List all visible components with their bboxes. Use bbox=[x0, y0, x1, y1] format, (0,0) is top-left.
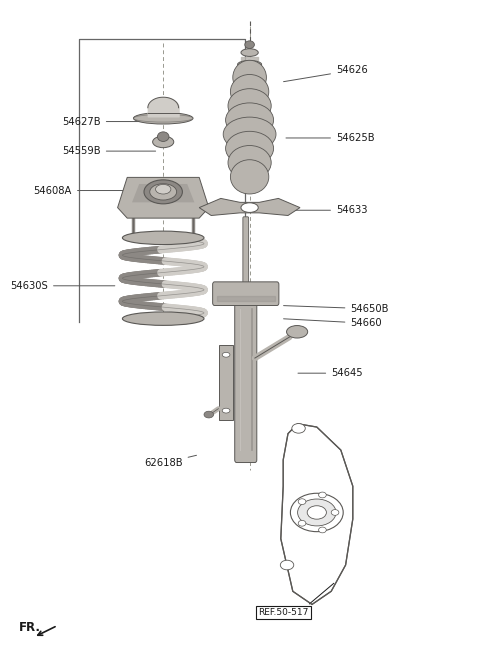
Ellipse shape bbox=[157, 132, 169, 141]
Text: 54630S: 54630S bbox=[10, 281, 115, 291]
Ellipse shape bbox=[292, 424, 305, 433]
Ellipse shape bbox=[204, 411, 214, 418]
Ellipse shape bbox=[122, 312, 204, 325]
Ellipse shape bbox=[238, 60, 262, 68]
Ellipse shape bbox=[298, 499, 306, 505]
Text: 54608A: 54608A bbox=[34, 185, 134, 196]
Text: 62618B: 62618B bbox=[144, 455, 196, 468]
Text: REF.50-517: REF.50-517 bbox=[258, 608, 308, 617]
Polygon shape bbox=[132, 184, 194, 202]
Text: 54626: 54626 bbox=[284, 65, 368, 81]
Ellipse shape bbox=[223, 117, 276, 151]
Text: FR.: FR. bbox=[19, 621, 41, 634]
Ellipse shape bbox=[233, 60, 266, 95]
Ellipse shape bbox=[234, 72, 265, 80]
Text: 54627B: 54627B bbox=[62, 116, 158, 127]
Polygon shape bbox=[219, 345, 233, 420]
Ellipse shape bbox=[298, 499, 336, 526]
Ellipse shape bbox=[133, 112, 193, 124]
Ellipse shape bbox=[280, 560, 294, 570]
FancyBboxPatch shape bbox=[235, 296, 257, 463]
Ellipse shape bbox=[222, 352, 230, 357]
Ellipse shape bbox=[144, 180, 182, 204]
Ellipse shape bbox=[331, 510, 339, 515]
Polygon shape bbox=[199, 198, 300, 215]
Ellipse shape bbox=[226, 131, 274, 166]
Text: 54660: 54660 bbox=[284, 318, 382, 328]
Ellipse shape bbox=[241, 49, 258, 57]
Ellipse shape bbox=[290, 493, 343, 532]
Ellipse shape bbox=[150, 184, 177, 200]
Text: 54645: 54645 bbox=[298, 368, 363, 378]
Ellipse shape bbox=[156, 185, 171, 194]
Ellipse shape bbox=[227, 145, 244, 152]
Ellipse shape bbox=[225, 130, 243, 139]
Polygon shape bbox=[281, 424, 353, 604]
Ellipse shape bbox=[122, 231, 204, 244]
Ellipse shape bbox=[133, 114, 193, 122]
Ellipse shape bbox=[229, 102, 244, 110]
Ellipse shape bbox=[307, 506, 326, 519]
Ellipse shape bbox=[298, 520, 306, 526]
Ellipse shape bbox=[245, 41, 254, 49]
Ellipse shape bbox=[230, 160, 269, 194]
FancyBboxPatch shape bbox=[213, 282, 279, 306]
Ellipse shape bbox=[226, 103, 274, 137]
Ellipse shape bbox=[287, 326, 308, 338]
Ellipse shape bbox=[222, 408, 230, 413]
Ellipse shape bbox=[229, 158, 244, 167]
Ellipse shape bbox=[228, 89, 271, 123]
Ellipse shape bbox=[230, 74, 269, 109]
Ellipse shape bbox=[153, 136, 174, 148]
Text: 54650B: 54650B bbox=[284, 304, 389, 314]
Polygon shape bbox=[118, 177, 209, 218]
Ellipse shape bbox=[234, 73, 245, 81]
Ellipse shape bbox=[231, 173, 245, 181]
FancyBboxPatch shape bbox=[243, 217, 249, 300]
Text: 54625B: 54625B bbox=[286, 133, 374, 143]
Ellipse shape bbox=[241, 203, 258, 212]
Ellipse shape bbox=[228, 145, 271, 180]
Ellipse shape bbox=[231, 87, 245, 96]
Text: 54633: 54633 bbox=[286, 205, 368, 215]
Ellipse shape bbox=[319, 492, 326, 498]
Ellipse shape bbox=[319, 527, 326, 533]
Ellipse shape bbox=[227, 116, 244, 124]
Text: 54559B: 54559B bbox=[62, 146, 156, 156]
